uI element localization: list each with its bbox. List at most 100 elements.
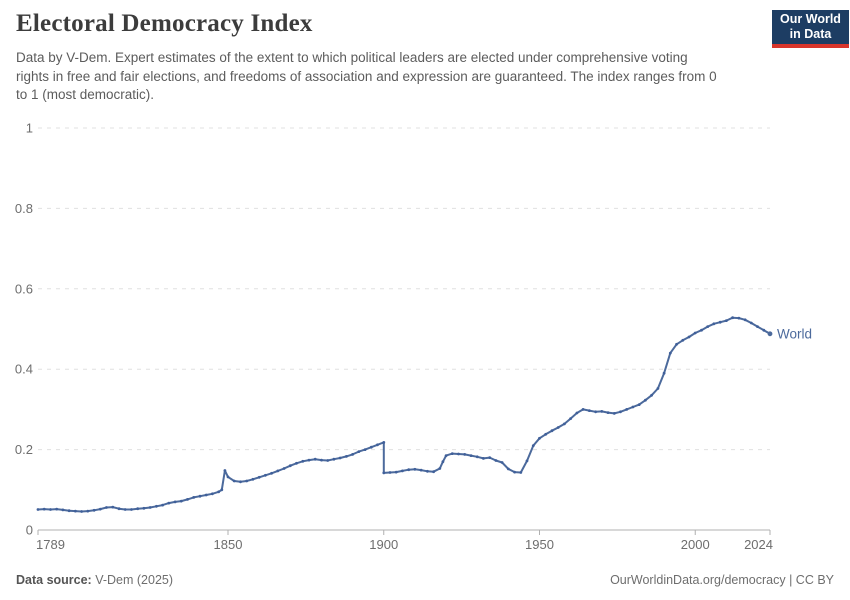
data-point-marker [619, 410, 622, 414]
y-tick-label: 0.4 [15, 362, 33, 377]
data-point-marker [407, 468, 411, 472]
data-point-marker [167, 501, 171, 505]
data-point-marker [513, 470, 516, 474]
data-source-label: Data source: [16, 573, 92, 587]
chart-subtitle: Data by V-Dem. Expert estimates of the e… [16, 50, 717, 102]
series-end-marker [767, 331, 773, 337]
data-point-marker [36, 508, 40, 511]
data-point-marker [413, 467, 417, 471]
data-point-marker [500, 461, 504, 464]
data-point-marker [382, 471, 386, 475]
x-tick-label: 2024 [744, 537, 773, 552]
footer-credit[interactable]: OurWorldinData.org/democracy | CC BY [610, 573, 834, 587]
data-point-marker [519, 471, 523, 474]
data-point-marker [369, 445, 373, 449]
data-point-marker [494, 459, 498, 462]
data-point-marker [301, 459, 305, 463]
x-tick-label: 1950 [525, 537, 554, 552]
data-point-marker [712, 322, 716, 326]
data-point-marker [706, 325, 710, 328]
data-point-marker [226, 475, 230, 479]
data-point-marker [257, 475, 261, 479]
data-point-marker [376, 443, 379, 447]
data-point-marker [444, 454, 448, 457]
world-series-line [37, 316, 771, 513]
data-point-marker [67, 509, 71, 513]
data-point-marker [239, 480, 242, 484]
data-point-marker [600, 410, 604, 413]
y-tick-label: 0.8 [15, 201, 33, 216]
data-point-marker [544, 432, 548, 436]
data-point-marker [419, 468, 423, 472]
data-point-marker [662, 371, 666, 375]
data-point-marker [650, 393, 653, 397]
data-point-marker [363, 448, 367, 451]
data-point-marker [276, 469, 280, 473]
data-point-marker [204, 493, 208, 497]
data-point-marker [612, 412, 616, 415]
data-point-marker [656, 387, 660, 390]
data-point-marker [288, 464, 292, 468]
data-point-marker [388, 471, 392, 474]
data-point-marker [130, 508, 133, 511]
data-point-marker [351, 453, 354, 456]
data-point-marker [80, 510, 83, 513]
data-point-marker [217, 490, 221, 494]
data-point-marker [581, 408, 585, 411]
data-point-marker [482, 457, 485, 460]
data-point-marker [105, 506, 108, 509]
data-point-marker [631, 405, 635, 409]
data-point-marker [693, 331, 697, 335]
data-point-marker [606, 411, 610, 414]
data-point-marker [538, 436, 541, 440]
data-point-marker [117, 507, 121, 511]
data-point-marker [569, 417, 572, 420]
data-point-marker [469, 454, 473, 457]
data-point-marker [625, 408, 629, 411]
data-point-marker [136, 507, 140, 511]
data-point-marker [232, 479, 236, 483]
data-point-marker [86, 509, 90, 513]
data-point-marker [441, 460, 445, 464]
data-point-marker [179, 499, 183, 503]
world-series-label[interactable]: World [777, 326, 812, 341]
data-point-marker [587, 409, 591, 412]
data-point-marker [668, 351, 672, 355]
data-point-marker [594, 410, 597, 414]
data-point-marker [192, 496, 196, 499]
data-point-marker [438, 467, 442, 470]
data-point-marker [725, 319, 728, 322]
data-point-marker [251, 477, 255, 481]
data-point-marker [450, 452, 454, 455]
data-point-marker [55, 507, 59, 511]
y-tick-label: 0 [26, 523, 33, 538]
data-point-marker [92, 508, 96, 512]
data-point-marker [155, 504, 158, 508]
data-point-marker [675, 342, 678, 346]
chart-footer: Data source: V-Dem (2025) OurWorldinData… [16, 568, 834, 592]
data-point-marker [332, 457, 336, 461]
owid-logo[interactable]: Our World in Data [772, 10, 849, 48]
data-point-marker [463, 453, 467, 456]
data-point-marker [506, 467, 510, 471]
page-title: Electoral Democracy Index [16, 10, 313, 37]
data-source: Data source: V-Dem (2025) [16, 573, 173, 587]
y-tick-label: 0.2 [15, 442, 33, 457]
data-point-marker [637, 403, 641, 406]
data-point-marker [731, 316, 734, 320]
data-point-marker [148, 506, 152, 509]
data-point-marker [345, 455, 348, 458]
data-point-marker [123, 508, 127, 511]
data-point-marker [475, 455, 479, 459]
data-point-marker [74, 509, 77, 513]
data-point-marker [61, 508, 65, 512]
data-point-marker [556, 426, 560, 429]
data-point-marker [307, 458, 311, 462]
data-point-marker [49, 508, 52, 511]
data-point-marker [401, 469, 404, 473]
data-point-marker [488, 456, 492, 459]
owid-logo-line-1: Our World [780, 12, 841, 26]
data-point-marker [426, 469, 429, 473]
